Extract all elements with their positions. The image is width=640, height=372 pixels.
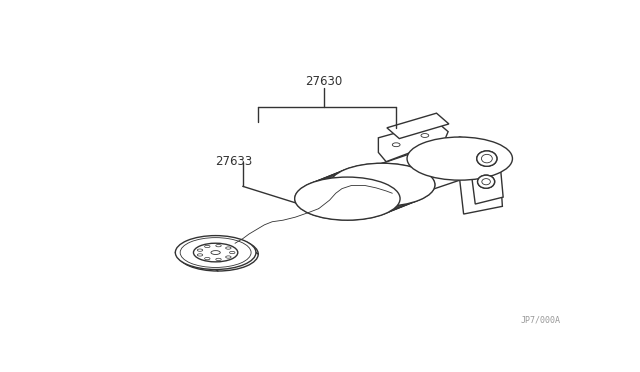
Polygon shape [387,113,449,139]
Ellipse shape [216,244,221,247]
Ellipse shape [230,251,235,254]
Ellipse shape [477,175,495,188]
Polygon shape [316,202,326,214]
Ellipse shape [477,175,495,188]
Text: 27630: 27630 [305,75,343,88]
Ellipse shape [477,151,497,166]
Polygon shape [460,137,502,214]
Ellipse shape [178,237,259,271]
Ellipse shape [197,254,203,256]
Polygon shape [378,122,448,162]
Ellipse shape [216,258,221,260]
Text: JP7/000A: JP7/000A [520,316,561,325]
Ellipse shape [197,249,203,251]
Ellipse shape [407,137,513,180]
Ellipse shape [175,235,256,269]
Polygon shape [390,185,407,196]
Ellipse shape [330,163,435,206]
Ellipse shape [193,243,238,262]
Ellipse shape [477,151,497,166]
Ellipse shape [226,256,231,258]
Ellipse shape [205,245,210,248]
Ellipse shape [226,247,231,249]
Polygon shape [472,145,503,204]
Ellipse shape [211,251,220,254]
Text: 27633: 27633 [215,155,252,168]
Ellipse shape [205,257,210,260]
Ellipse shape [294,177,400,220]
